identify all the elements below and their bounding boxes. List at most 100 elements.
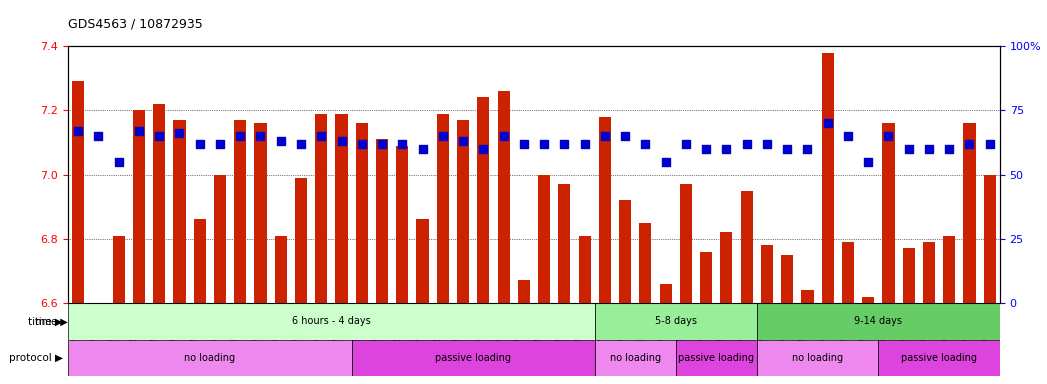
Point	[131, 128, 148, 134]
Bar	[356, 123, 367, 303]
Point	[374, 141, 391, 147]
Bar	[352, 339, 595, 376]
Text: time ▶: time ▶	[36, 316, 68, 326]
Point	[597, 133, 614, 139]
Bar	[595, 303, 757, 339]
Point	[961, 141, 978, 147]
Bar	[984, 174, 996, 303]
Bar	[335, 114, 348, 303]
Bar	[757, 303, 1000, 339]
Bar	[558, 184, 571, 303]
Point	[677, 141, 694, 147]
Bar	[113, 235, 125, 303]
Text: no loading: no loading	[609, 353, 661, 363]
Point	[415, 146, 431, 152]
Point	[171, 130, 187, 136]
Bar	[133, 110, 146, 303]
Bar	[599, 117, 611, 303]
Point	[658, 159, 674, 165]
Bar	[660, 284, 672, 303]
Bar	[153, 104, 165, 303]
Text: passive loading: passive loading	[901, 353, 977, 363]
Bar	[761, 245, 773, 303]
Bar	[700, 252, 712, 303]
Bar	[842, 242, 854, 303]
Point	[454, 138, 471, 144]
Point	[860, 159, 876, 165]
Point	[820, 120, 837, 126]
Point	[840, 133, 856, 139]
Point	[900, 146, 917, 152]
Point	[394, 141, 410, 147]
Bar	[396, 146, 408, 303]
Bar	[538, 174, 550, 303]
Point	[697, 146, 714, 152]
Bar	[903, 248, 915, 303]
Text: 5-8 days: 5-8 days	[654, 316, 696, 326]
Point	[354, 141, 371, 147]
Text: protocol ▶: protocol ▶	[8, 353, 63, 363]
Point	[333, 138, 350, 144]
Bar	[862, 296, 874, 303]
Point	[637, 141, 653, 147]
Point	[758, 141, 775, 147]
Bar	[640, 223, 651, 303]
Point	[920, 146, 937, 152]
Point	[475, 146, 492, 152]
Bar	[680, 184, 692, 303]
Bar	[214, 174, 226, 303]
Bar	[619, 200, 631, 303]
Bar	[235, 120, 246, 303]
Point	[536, 141, 553, 147]
Bar	[675, 339, 757, 376]
Bar	[274, 235, 287, 303]
Bar	[497, 91, 510, 303]
Bar	[781, 255, 794, 303]
Bar	[943, 235, 955, 303]
Point	[515, 141, 532, 147]
Point	[981, 141, 998, 147]
Point	[799, 146, 816, 152]
Bar	[518, 280, 530, 303]
Bar	[757, 339, 878, 376]
Point	[231, 133, 248, 139]
Bar	[822, 53, 833, 303]
Bar	[437, 114, 449, 303]
Point	[779, 146, 796, 152]
Point	[313, 133, 330, 139]
Point	[151, 133, 168, 139]
Point	[576, 141, 593, 147]
Point	[211, 141, 228, 147]
Point	[252, 133, 269, 139]
Bar	[883, 123, 894, 303]
Point	[192, 141, 208, 147]
Bar	[254, 123, 267, 303]
Point	[70, 128, 87, 134]
Bar	[740, 190, 753, 303]
Bar	[376, 139, 388, 303]
Bar	[720, 232, 733, 303]
Point	[435, 133, 451, 139]
Bar	[68, 303, 595, 339]
Bar	[295, 178, 307, 303]
Point	[556, 141, 573, 147]
Point	[718, 146, 735, 152]
Text: passive loading: passive loading	[436, 353, 511, 363]
Point	[941, 146, 958, 152]
Point	[881, 133, 897, 139]
Bar	[878, 339, 1000, 376]
Bar	[194, 219, 206, 303]
Text: GDS4563 / 10872935: GDS4563 / 10872935	[68, 18, 203, 31]
Point	[90, 133, 107, 139]
Bar	[174, 120, 185, 303]
Bar	[477, 98, 489, 303]
Bar	[579, 235, 591, 303]
Bar	[315, 114, 328, 303]
Text: no loading: no loading	[184, 353, 236, 363]
Text: time ▶: time ▶	[28, 316, 63, 326]
Bar	[595, 339, 675, 376]
Bar	[72, 81, 84, 303]
Bar	[922, 242, 935, 303]
Point	[617, 133, 633, 139]
Point	[495, 133, 512, 139]
